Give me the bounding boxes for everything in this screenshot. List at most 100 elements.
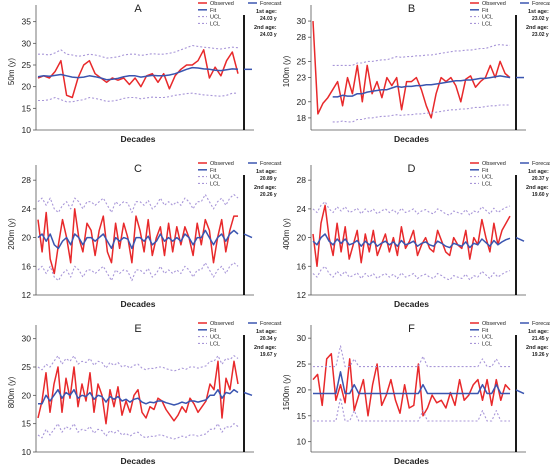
first-age-value: 20.34 y xyxy=(260,336,277,342)
legend-label-forecast: Forecast xyxy=(260,1,282,7)
panel-label: C xyxy=(134,163,142,175)
first-age-value: 20.89 y xyxy=(260,176,277,182)
x-axis-label: Decades xyxy=(394,299,429,309)
panel-label: E xyxy=(134,323,141,335)
legend-label-ucl: UCL xyxy=(210,15,221,21)
y-tick-label: 20 xyxy=(297,233,307,243)
series-lcl-line xyxy=(37,423,239,440)
y-tick-label: 12 xyxy=(297,290,307,300)
first-age-label: 1st age: xyxy=(528,329,549,335)
y-tick-label: 15 xyxy=(22,419,32,429)
panel-label: A xyxy=(134,3,142,15)
panel-label: F xyxy=(408,323,415,335)
y-axis-label: 200m (y) xyxy=(7,218,16,250)
series-forecast-line xyxy=(243,391,253,397)
second-age-value: 23.02 y xyxy=(532,32,549,38)
y-tick-label: 28 xyxy=(22,175,32,185)
second-age-label: 2nd age: xyxy=(526,345,549,351)
legend-label-ucl: UCL xyxy=(482,335,493,341)
series-forecast-line xyxy=(515,389,525,395)
y-tick-label: 20 xyxy=(22,82,32,92)
legend-label-forecast: Forecast xyxy=(260,161,282,167)
legend-label-lcl: LCL xyxy=(210,21,220,27)
series-lcl-line xyxy=(332,104,510,123)
series-ucl-line xyxy=(38,44,239,59)
panel-f: 10 15 20 25 30 F Decades 1500m (y) ObservedFitUC… xyxy=(282,321,550,466)
series-forecast-line xyxy=(243,233,253,239)
series-ucl-line xyxy=(313,345,510,368)
y-tick-label: 30 xyxy=(22,334,32,344)
second-age-value: 20.26 y xyxy=(260,192,277,198)
series-fit-line xyxy=(37,229,239,250)
series-observed-line xyxy=(37,208,238,275)
y-tick-label: 28 xyxy=(297,32,307,42)
second-age-value: 24.03 y xyxy=(260,32,277,38)
y-tick-label: 30 xyxy=(22,38,32,48)
y-tick-label: 25 xyxy=(297,56,307,66)
first-age-label: 1st age: xyxy=(256,9,277,15)
first-age-label: 1st age: xyxy=(528,169,549,175)
y-tick-label: 10 xyxy=(22,125,32,135)
first-age-value: 21.45 y xyxy=(532,336,549,342)
legend-label-observed: Observed xyxy=(482,1,506,7)
legend-label-forecast: Forecast xyxy=(532,1,550,7)
panel-label: D xyxy=(408,163,416,175)
series-ucl-line xyxy=(37,193,239,214)
legend-label-lcl: LCL xyxy=(482,341,492,347)
first-age-label: 1st age: xyxy=(528,9,549,15)
y-axis-label: 1500m (y) xyxy=(282,374,291,410)
second-age-label: 2nd age: xyxy=(254,25,277,31)
y-tick-label: 25 xyxy=(22,362,32,372)
series-ucl-line xyxy=(312,201,511,216)
y-tick-label: 16 xyxy=(297,261,307,271)
series-observed-line xyxy=(312,21,511,119)
legend-label-lcl: LCL xyxy=(210,341,220,347)
y-tick-label: 25 xyxy=(297,359,307,369)
y-tick-label: 20 xyxy=(297,385,307,395)
legend-label-forecast: Forecast xyxy=(532,321,550,327)
y-tick-label: 24 xyxy=(22,204,32,214)
legend-label-lcl: LCL xyxy=(482,181,492,187)
series-lcl-line xyxy=(313,397,510,422)
legend-label-lcl: LCL xyxy=(482,21,492,27)
y-tick-label: 30 xyxy=(297,333,307,343)
series-observed-line xyxy=(312,204,511,268)
y-axis-label: 50m (y) xyxy=(7,58,16,85)
y-axis-label: 400m (y) xyxy=(282,218,291,250)
y-axis-label: 100m (y) xyxy=(282,55,291,87)
legend-label-ucl: UCL xyxy=(482,175,493,181)
legend-label-fit: Fit xyxy=(210,168,217,174)
series-lcl-line xyxy=(312,265,511,281)
panel-label: B xyxy=(408,3,415,15)
legend-label-observed: Observed xyxy=(482,161,506,167)
y-tick-label: 24 xyxy=(297,204,307,214)
panel-d: 12 16 20 24 28 D Decades 400m (y) ObservedFitUCL… xyxy=(282,161,550,309)
y-tick-label: 18 xyxy=(297,113,307,123)
legend-label-forecast: Forecast xyxy=(532,161,550,167)
x-axis-label: Decades xyxy=(394,456,429,466)
legend-label-lcl: LCL xyxy=(210,181,220,187)
series-observed-line xyxy=(37,49,239,99)
y-tick-label: 20 xyxy=(22,233,32,243)
first-age-value: 20.37 y xyxy=(532,176,549,182)
second-age-value: 19.60 y xyxy=(532,192,549,198)
series-observed-line xyxy=(312,352,511,417)
panel-c: 12 16 20 24 28 C Decades 200m (y) ObservedFitUCL… xyxy=(7,161,282,309)
panel-a: 10 15 20 25 30 35 A Decades 50m (y) ObservedFitUC… xyxy=(7,1,282,144)
second-age-label: 2nd age: xyxy=(254,185,277,191)
first-age-label: 1st age: xyxy=(256,329,277,335)
legend-label-ucl: UCL xyxy=(482,15,493,21)
legend-label-fit: Fit xyxy=(482,328,489,334)
y-tick-label: 10 xyxy=(297,437,307,447)
y-tick-label: 20 xyxy=(297,97,307,107)
first-age-label: 1st age: xyxy=(256,169,277,175)
legend-label-fit: Fit xyxy=(482,8,489,14)
y-tick-label: 20 xyxy=(22,390,32,400)
legend-label-observed: Observed xyxy=(210,1,234,7)
legend-label-observed: Observed xyxy=(210,161,234,167)
legend-label-fit: Fit xyxy=(210,8,217,14)
